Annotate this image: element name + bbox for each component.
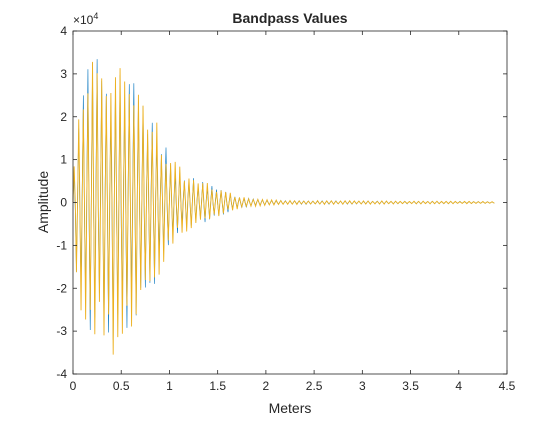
y-tick-label: 4 bbox=[60, 24, 67, 38]
x-tick-label: 3 bbox=[359, 379, 366, 393]
y-tick-label: -1 bbox=[56, 238, 67, 252]
x-tick-label: 2.5 bbox=[306, 379, 323, 393]
y-exponent-label: ×104 bbox=[73, 11, 98, 27]
chart-title: Bandpass Values bbox=[232, 10, 347, 26]
x-tick-label: 1.5 bbox=[209, 379, 226, 393]
x-tick-label: 4 bbox=[455, 379, 462, 393]
x-axis-label: Meters bbox=[269, 400, 312, 416]
y-axis-ticks: -4 -3 -2 -1 0 1 2 3 4 bbox=[56, 24, 507, 381]
x-tick-label: 3.5 bbox=[402, 379, 419, 393]
y-tick-label: -3 bbox=[56, 324, 67, 338]
y-axis-label: Amplitude bbox=[35, 171, 51, 233]
y-tick-label: 2 bbox=[60, 110, 67, 124]
y-tick-label: 1 bbox=[60, 153, 67, 167]
x-tick-label: 4.5 bbox=[499, 379, 516, 393]
y-exponent-power: 4 bbox=[93, 11, 98, 21]
x-tick-label: 0.5 bbox=[113, 379, 130, 393]
series-line-orange bbox=[72, 61, 495, 355]
plot-area-background bbox=[73, 31, 507, 374]
y-tick-label: 3 bbox=[60, 67, 67, 81]
y-exponent-base: ×10 bbox=[73, 13, 94, 27]
x-tick-label: 1 bbox=[166, 379, 173, 393]
y-tick-label: -4 bbox=[56, 367, 67, 381]
x-tick-label: 0 bbox=[70, 379, 77, 393]
x-tick-label: 2 bbox=[263, 379, 270, 393]
y-tick-label: 0 bbox=[60, 196, 67, 210]
y-tick-label: -2 bbox=[56, 281, 67, 295]
x-axis-ticks: 0 0.5 1 1.5 2 2.5 3 3.5 4 4.5 bbox=[70, 31, 516, 393]
series-layer bbox=[72, 59, 495, 355]
